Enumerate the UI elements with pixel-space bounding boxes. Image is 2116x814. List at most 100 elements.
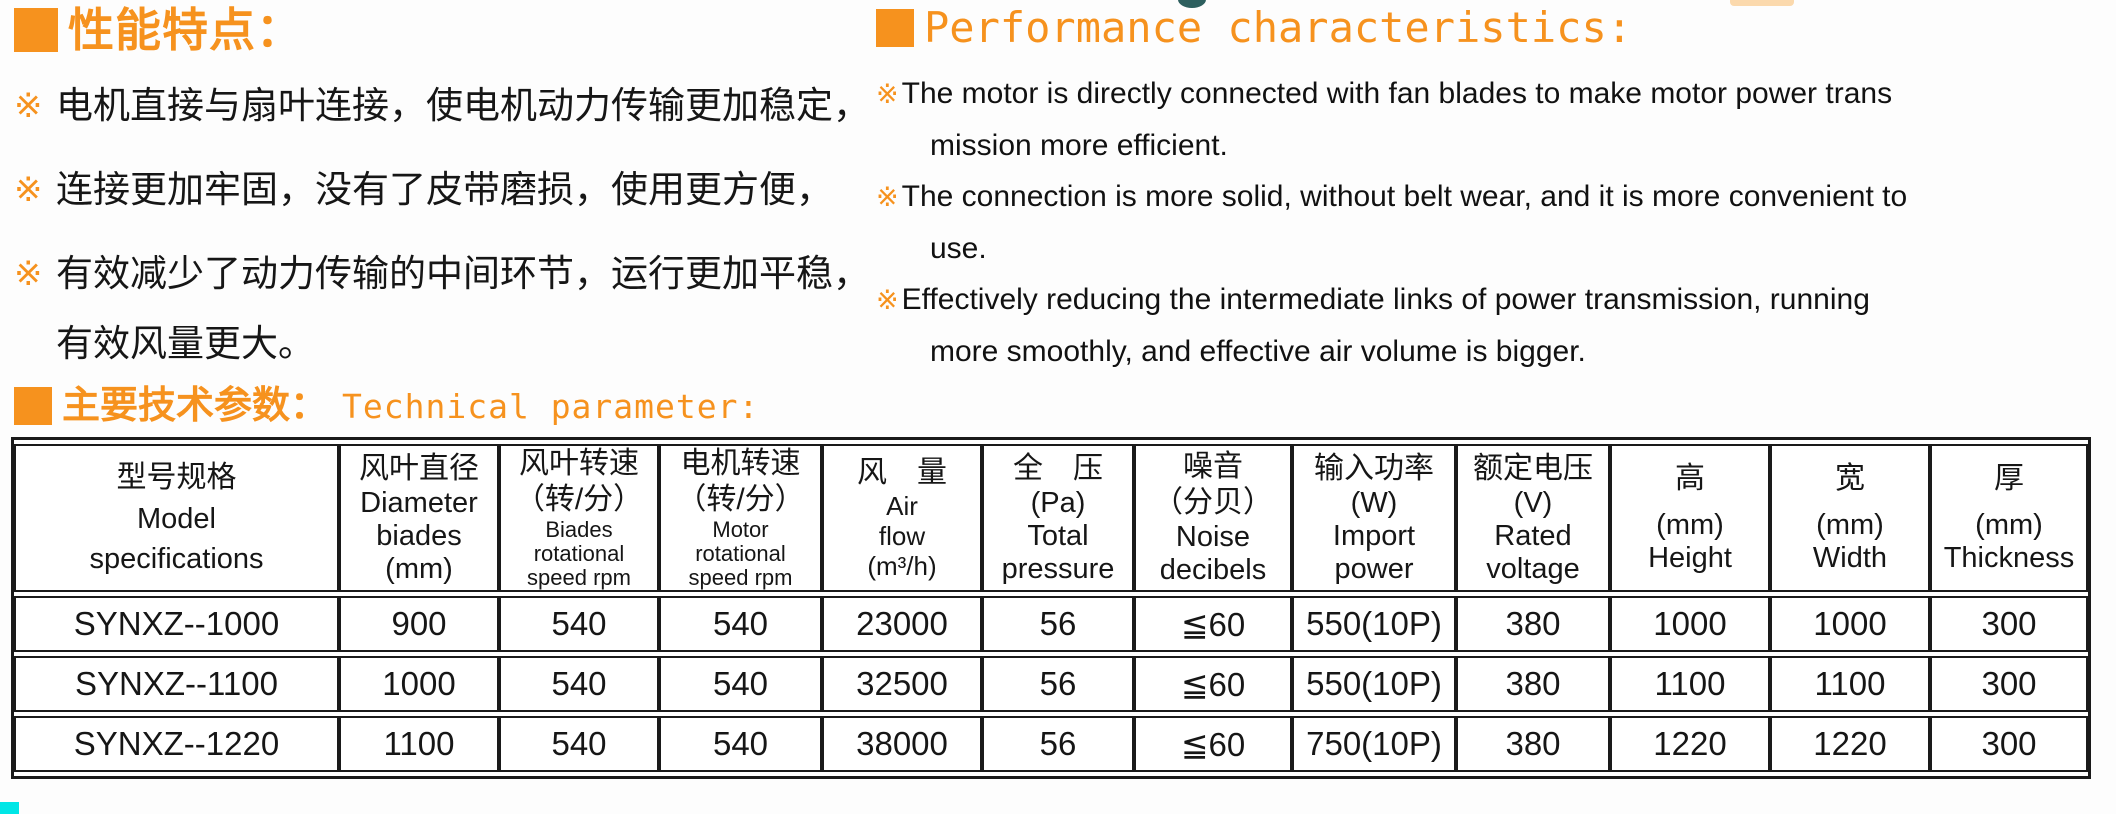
header-line: 风叶转速	[519, 447, 639, 480]
value-cell: 380	[1456, 596, 1610, 652]
reference-mark-icon: ※	[876, 285, 899, 315]
header-line: Rated	[1494, 519, 1572, 552]
header-line: Biades	[545, 517, 613, 542]
header-cell-content: 输入功率 (W) Import power	[1294, 446, 1454, 590]
header-line: power	[1334, 552, 1414, 585]
header-cell-content: 风叶转速 （转/分） Biades rotational speed rpm	[501, 446, 657, 590]
header-line: 额定电压	[1473, 451, 1593, 485]
technical-parameter-table: 型号规格 Model specifications 风叶直径 Diameter biade…	[14, 440, 2088, 776]
header-line: (mm)	[1975, 509, 2043, 541]
feature-item-en: ※ The connection is more solid, without b…	[876, 171, 2116, 274]
header-line: biades	[376, 519, 462, 552]
header-line: Noise	[1175, 521, 1251, 553]
table-row: SYNXZ--1100 1000 540 540 32500 56 ≦60 550(10P) 3…	[14, 656, 2088, 712]
header-line: (V)	[1513, 486, 1553, 519]
header-cell-content: 噪音 （分贝） Noise decibels	[1136, 446, 1290, 590]
feature-item-cn: ※ 有效减少了动力传输的中间环节，运行更加平稳，	[14, 250, 876, 298]
value-cell: 540	[659, 656, 822, 712]
reference-mark-icon: ※	[14, 255, 43, 293]
table-header-cell: 电机转速 （转/分） Motor rotational speed rpm	[659, 444, 822, 592]
feature-text-cn: 有效减少了动力传输的中间环节，运行更加平稳，	[56, 253, 870, 294]
table-header-cell: 宽 (mm) Width	[1770, 444, 1930, 592]
header-line: （转/分）	[676, 483, 805, 516]
value-cell: 1000	[1610, 596, 1770, 652]
header-line: Air	[886, 491, 918, 521]
table-header-cell: 型号规格 Model specifications	[14, 444, 339, 592]
feature-item-cn: ※ 连接更加牢固，没有了皮带磨损，使用更方便，	[14, 166, 876, 214]
table-header-cell: 厚 (mm) Thickness	[1930, 444, 2088, 592]
value-cell: ≦60	[1134, 716, 1292, 772]
feature-text-cn: 连接更加牢固，没有了皮带磨损，使用更方便，	[56, 169, 833, 210]
feature-text-cn: 电机直接与扇叶连接，使电机动力传输更加稳定，	[56, 85, 870, 126]
header-line: 型号规格	[116, 461, 237, 494]
value-cell: 550(10P)	[1292, 596, 1456, 652]
header-line: voltage	[1486, 552, 1580, 585]
header-line: specifications	[89, 543, 264, 575]
feature-line-en: mission more efficient.	[930, 129, 1228, 162]
table-header-cell: 输入功率 (W) Import power	[1292, 444, 1456, 592]
value-cell: 380	[1456, 656, 1610, 712]
tech-heading-en: Technical parameter:	[342, 386, 760, 426]
header-cell-content: 电机转速 （转/分） Motor rotational speed rpm	[661, 446, 820, 590]
section-heading-en: Performance characteristics:	[876, 6, 2116, 50]
value-cell: ≦60	[1134, 596, 1292, 652]
header-line: decibels	[1159, 554, 1267, 586]
value-cell: 540	[499, 656, 659, 712]
header-line: Model	[137, 503, 216, 535]
feature-line-en: ※ The connection is more solid, without b…	[876, 180, 1908, 213]
cropped-peach-artifact	[1730, 0, 1794, 6]
value-cell: 900	[339, 596, 499, 652]
header-line: 噪音	[1183, 450, 1243, 483]
value-cell: 540	[659, 596, 822, 652]
header-cell-content: 风叶直径 Diameter biades (mm)	[341, 446, 497, 590]
tech-heading-cn: 主要技术参数：	[62, 385, 329, 427]
reference-mark-icon: ※	[14, 87, 43, 125]
header-line: speed rpm	[688, 565, 793, 590]
header-line: 风 量	[857, 456, 947, 489]
header-line: flow	[878, 521, 926, 551]
value-cell: 380	[1456, 716, 1610, 772]
square-bullet-icon	[14, 387, 52, 425]
value-cell: 1220	[1610, 716, 1770, 772]
header-line: (Pa)	[1030, 486, 1086, 519]
header-line: (mm)	[385, 552, 453, 585]
header-line: pressure	[1001, 552, 1115, 585]
value-cell: 1000	[339, 656, 499, 712]
header-line: (mm)	[1816, 509, 1884, 541]
reference-mark-icon: ※	[876, 79, 899, 109]
value-cell: 1000	[1770, 596, 1930, 652]
header-cell-content: 风 量 Air flow (m³/h)	[824, 446, 980, 590]
performance-section-cn: 性能特点： ※ 电机直接与扇叶连接，使电机动力传输更加稳定， ※ 连接更加牢固，没有了…	[14, 6, 876, 368]
value-cell: 23000	[822, 596, 982, 652]
feature-item-cn: ※ 电机直接与扇叶连接，使电机动力传输更加稳定，	[14, 82, 876, 130]
table-header-cell: 全 压 (Pa) Total pressure	[982, 444, 1134, 592]
value-cell: 1100	[1610, 656, 1770, 712]
header-line: Motor	[712, 517, 769, 542]
section-title-en: Performance characteristics:	[924, 3, 1633, 52]
feature-item-cn: 有效风量更大。	[14, 320, 876, 368]
table-row: SYNXZ--1000 900 540 540 23000 56 ≦60 550(10P) 38…	[14, 596, 2088, 652]
cropped-cyan-artifact	[0, 802, 19, 814]
header-line: 输入功率	[1314, 451, 1434, 485]
model-cell: SYNXZ--1100	[14, 656, 339, 712]
table-header-cell: 风叶转速 （转/分） Biades rotational speed rpm	[499, 444, 659, 592]
header-line: （分贝）	[1153, 486, 1273, 519]
feature-item-en: ※ Effectively reducing the intermediate l…	[876, 274, 2116, 377]
value-cell: 56	[982, 656, 1134, 712]
value-cell: 1100	[1770, 656, 1930, 712]
table-header-row: 型号规格 Model specifications 风叶直径 Diameter biade…	[14, 444, 2088, 592]
value-cell: 32500	[822, 656, 982, 712]
value-cell: 300	[1930, 596, 2088, 652]
feature-list-cn: ※ 电机直接与扇叶连接，使电机动力传输更加稳定， ※ 连接更加牢固，没有了皮带磨损，使…	[14, 82, 876, 368]
performance-section-en: Performance characteristics: ※ The motor …	[876, 6, 2116, 377]
table-header-cell: 噪音 （分贝） Noise decibels	[1134, 444, 1292, 592]
feature-line-en: ※ Effectively reducing the intermediate l…	[876, 283, 1870, 316]
technical-parameter-table-wrapper: 型号规格 Model specifications 风叶直径 Diameter biade…	[11, 437, 2091, 779]
header-line: （转/分）	[514, 483, 644, 516]
square-bullet-icon	[876, 9, 914, 47]
header-line: 全 压	[1013, 451, 1103, 485]
header-line: (m³/h)	[867, 551, 937, 581]
header-cell-content: 全 压 (Pa) Total pressure	[984, 446, 1132, 590]
feature-item-en: ※ The motor is directly connected with fa…	[876, 68, 2116, 171]
